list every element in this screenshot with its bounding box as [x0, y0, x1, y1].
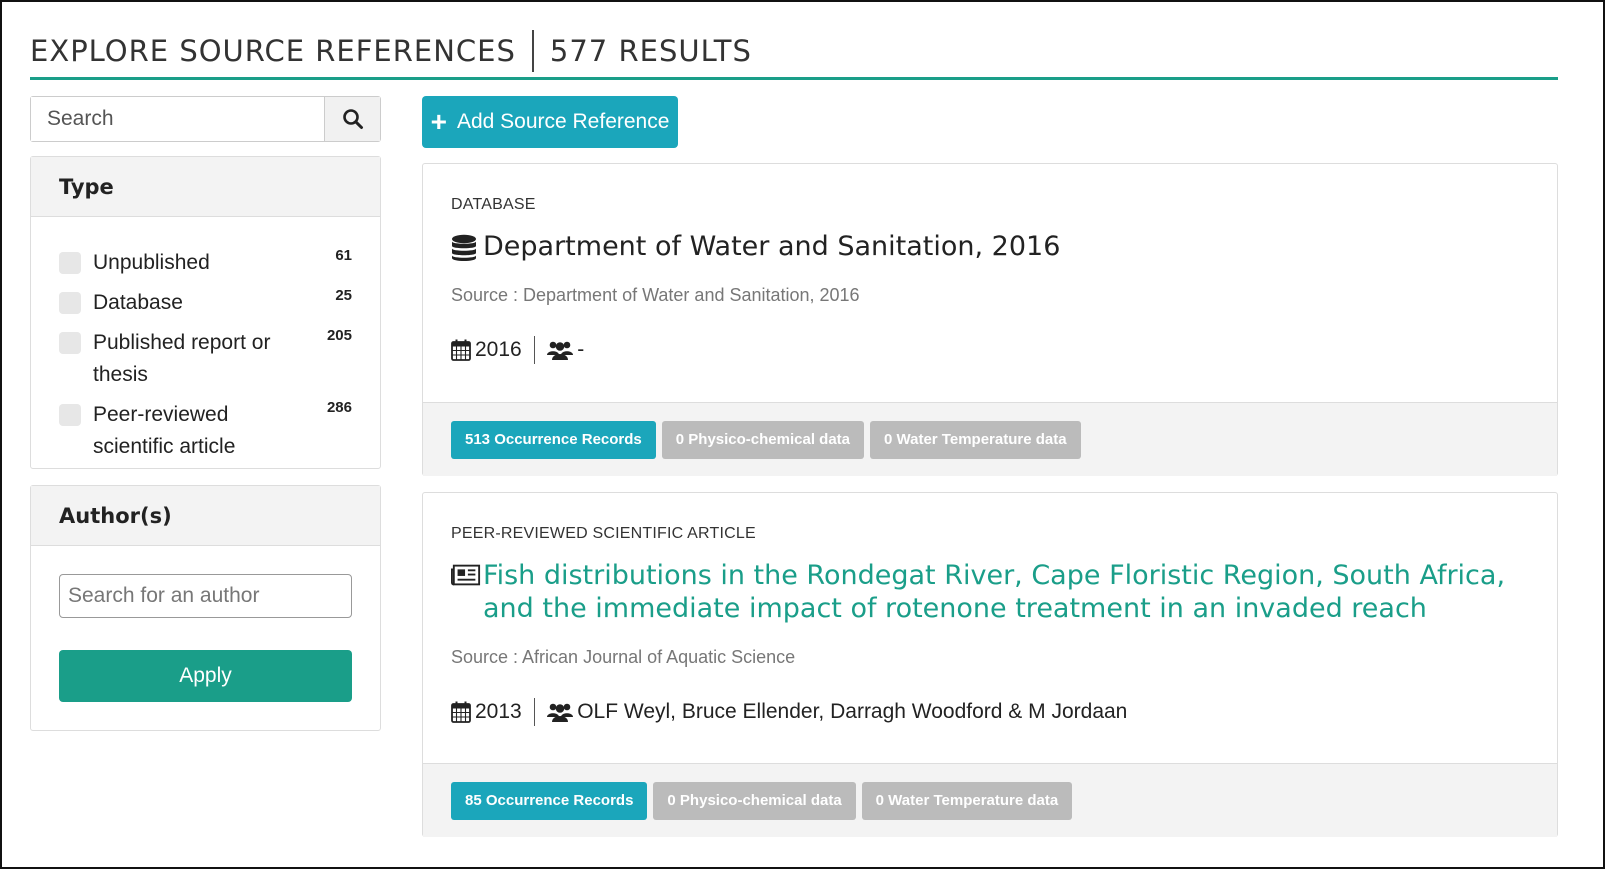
result-meta: 2013 OLF Weyl, Bruce Ellender, Darragh W…: [451, 698, 1529, 726]
add-source-reference-button[interactable]: + Add Source Reference: [422, 96, 678, 148]
water-temperature-badge[interactable]: 0 Water Temperature data: [870, 420, 1081, 459]
type-option-count: 61: [335, 247, 352, 264]
type-checkbox-published-report[interactable]: [59, 332, 81, 354]
database-icon: [451, 230, 481, 262]
type-filter-list: Unpublished 61 Database 25 Published rep…: [31, 217, 380, 463]
type-checkbox-peer-reviewed[interactable]: [59, 404, 81, 426]
author-search-input[interactable]: [59, 574, 352, 618]
result-title-text[interactable]: Fish distributions in the Rondegat River…: [483, 560, 1506, 624]
newspaper-icon: [451, 559, 481, 587]
calendar-icon: [451, 339, 471, 361]
type-filter-heading: Type: [31, 157, 380, 217]
results-main: + Add Source Reference DATABASE Depa: [422, 96, 1558, 837]
result-year: 2013: [475, 700, 522, 723]
author-filter-panel: Author(s) Apply: [30, 485, 381, 731]
result-source: Source : African Journal of Aquatic Scie…: [451, 647, 796, 667]
search-input[interactable]: [31, 97, 324, 141]
physico-chemical-badge[interactable]: 0 Physico-chemical data: [653, 781, 856, 820]
header-divider: [531, 29, 534, 72]
result-title-link[interactable]: Fish distributions in the Rondegat River…: [451, 559, 1529, 625]
author-filter-heading: Author(s): [31, 486, 380, 546]
type-option-count: 25: [335, 287, 352, 304]
physico-chemical-badge[interactable]: 0 Physico-chemical data: [661, 420, 865, 459]
type-option-count: 205: [326, 327, 352, 344]
type-option-database[interactable]: Database 25: [59, 287, 352, 319]
calendar-icon: [451, 701, 471, 723]
results-count: 577 RESULTS: [549, 33, 752, 68]
type-filter-panel: Type Unpublished 61 Database 25 Publishe…: [30, 156, 381, 469]
result-type: DATABASE: [451, 196, 536, 213]
type-option-published-report[interactable]: Published report or thesis 205: [59, 327, 352, 391]
result-title: Department of Water and Sanitation, 2016: [451, 230, 1529, 263]
users-icon: [547, 340, 574, 360]
result-title-text: Department of Water and Sanitation, 2016: [483, 231, 1061, 262]
type-option-label: Unpublished: [93, 251, 210, 274]
add-source-reference-label: Add Source Reference: [456, 110, 670, 133]
type-option-label: Database: [93, 291, 183, 314]
page-title: EXPLORE SOURCE REFERENCES: [30, 33, 516, 68]
result-card: PEER-REVIEWED SCIENTIFIC ARTICLE Fish di…: [422, 492, 1558, 837]
occurrence-records-badge[interactable]: 513 Occurrence Records: [451, 420, 656, 459]
search-button[interactable]: [324, 97, 380, 141]
type-option-count: 286: [326, 399, 352, 416]
meta-divider: [533, 698, 536, 726]
result-authors: OLF Weyl, Bruce Ellender, Darragh Woodfo…: [577, 700, 1128, 723]
result-year: 2016: [475, 338, 522, 361]
search-box: [30, 96, 381, 142]
type-checkbox-database[interactable]: [59, 292, 81, 314]
plus-icon: +: [430, 106, 447, 137]
users-icon: [547, 702, 574, 722]
result-type: PEER-REVIEWED SCIENTIFIC ARTICLE: [451, 525, 756, 542]
result-meta: 2016 -: [451, 336, 1529, 364]
result-card: DATABASE Department of Water and Sanitat…: [422, 163, 1558, 476]
type-option-unpublished[interactable]: Unpublished 61: [59, 247, 352, 279]
apply-button[interactable]: Apply: [59, 650, 352, 702]
type-option-peer-reviewed[interactable]: Peer-reviewed scientific article 286: [59, 399, 352, 463]
search-icon: [342, 109, 363, 129]
result-card-footer: 513 Occurrence Records 0 Physico-chemica…: [423, 402, 1557, 476]
type-option-label: Peer-reviewed scientific article: [93, 403, 236, 458]
water-temperature-badge[interactable]: 0 Water Temperature data: [861, 781, 1073, 820]
type-option-label: Published report or thesis: [93, 331, 271, 386]
author-filter-body: Apply: [31, 546, 380, 702]
result-source: Source : Department of Water and Sanitat…: [451, 285, 860, 305]
result-authors: -: [577, 338, 585, 361]
result-card-footer: 85 Occurrence Records 0 Physico-chemical…: [423, 763, 1557, 837]
meta-divider: [533, 336, 536, 364]
occurrence-records-badge[interactable]: 85 Occurrence Records: [451, 781, 648, 820]
type-checkbox-unpublished[interactable]: [59, 252, 81, 274]
page-header: EXPLORE SOURCE REFERENCES 577 RESULTS: [30, 24, 1558, 80]
filter-sidebar: Type Unpublished 61 Database 25 Publishe…: [30, 96, 381, 731]
